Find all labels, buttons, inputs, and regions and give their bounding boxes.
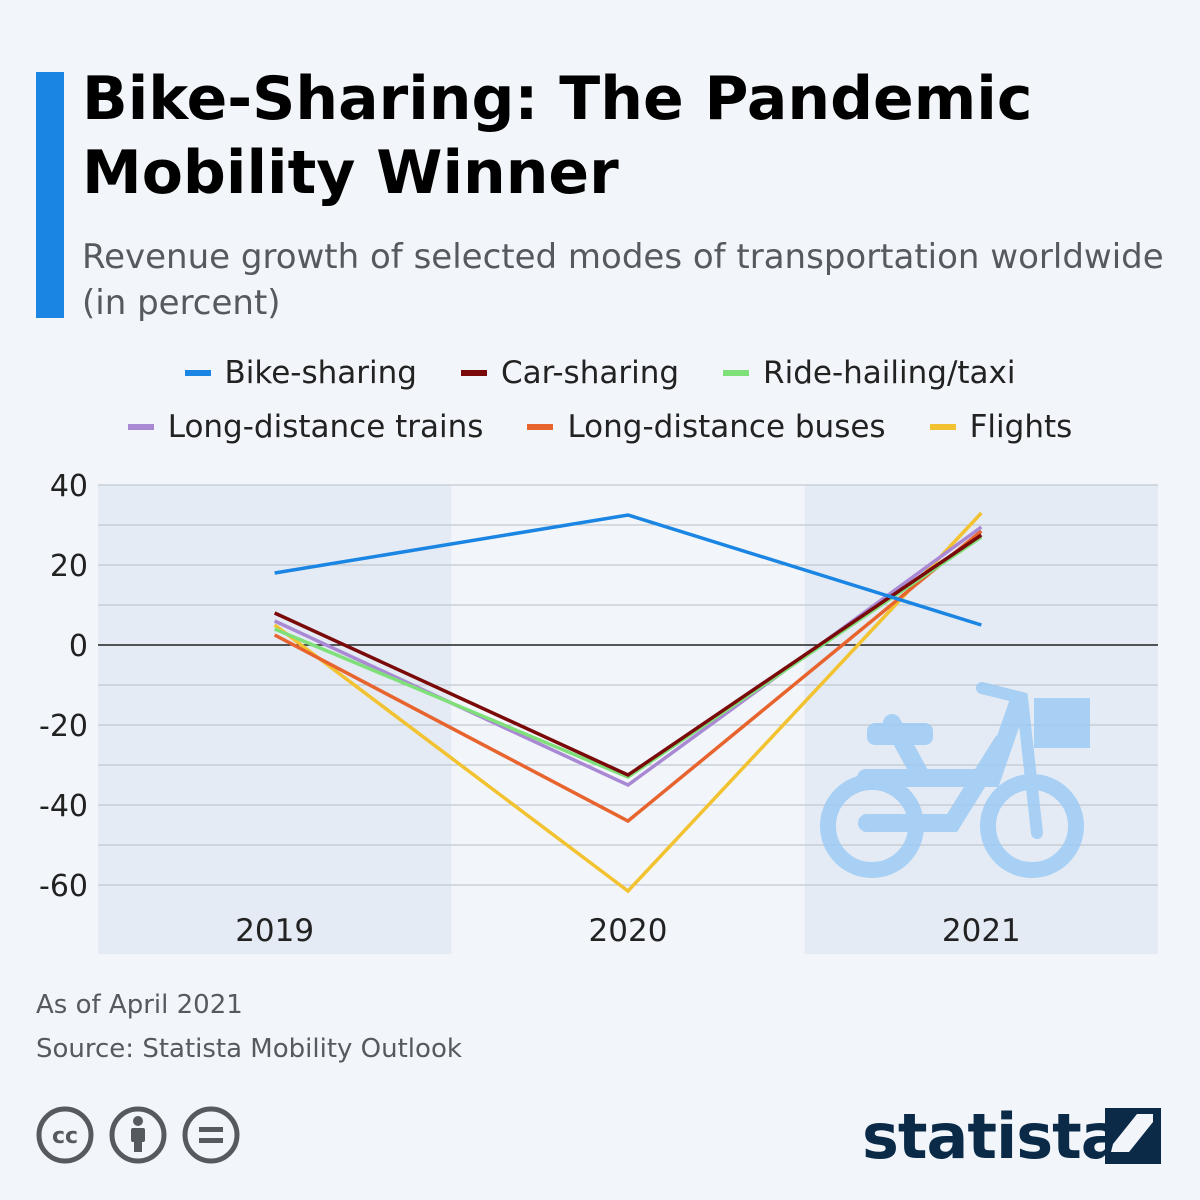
cc-icon[interactable]: cc <box>36 1106 94 1164</box>
line-chart: 40 20 0 -20 -40 -60 2019 2020 2021 <box>39 469 1158 954</box>
legend-swatch <box>723 370 750 376</box>
legend-label: Long-distance buses <box>567 409 886 445</box>
y-tick-label: 40 <box>50 469 88 504</box>
chart-subtitle: Revenue growth of selected modes of tran… <box>82 237 1164 323</box>
y-tick-label: 0 <box>69 629 88 664</box>
legend-swatch <box>460 370 487 376</box>
series-line <box>273 529 983 824</box>
y-tick-label: 20 <box>50 549 88 584</box>
y-tick-label: -40 <box>39 789 88 824</box>
legend-swatch <box>527 424 554 430</box>
no-derivatives-icon[interactable] <box>182 1106 240 1164</box>
statista-logo-mark-icon <box>1105 1108 1161 1164</box>
legend-item: Long-distance buses <box>527 406 886 448</box>
svg-text:cc: cc <box>52 1124 78 1149</box>
bicycle-icon-part <box>867 723 933 745</box>
legend-swatch <box>929 424 956 430</box>
y-tick-label: -20 <box>39 709 88 744</box>
bicycle-icon-part <box>976 682 1043 839</box>
accent-bar <box>36 72 64 318</box>
y-tick-label: -60 <box>39 869 88 904</box>
column-band <box>98 485 452 954</box>
legend-label: Long-distance trains <box>167 409 484 445</box>
legend: Bike-sharing Car-sharing Ride-hailing/taxi… <box>60 352 1140 448</box>
license-icons: cc <box>36 1106 240 1164</box>
statista-logo[interactable]: statista <box>862 1100 1123 1173</box>
attribution-icon[interactable] <box>109 1106 167 1164</box>
chart-title: Bike-Sharing: The Pandemic Mobility Winn… <box>82 64 1033 208</box>
legend-label: Flights <box>969 409 1073 445</box>
x-tick-label: 2020 <box>589 913 668 949</box>
column-band <box>804 485 1158 954</box>
series-line <box>273 533 983 778</box>
legend-item: Car-sharing <box>460 352 680 394</box>
legend-label: Bike-sharing <box>224 355 417 391</box>
legend-label: Car-sharing <box>500 355 680 391</box>
x-tick-label: 2021 <box>942 913 1021 949</box>
legend-swatch <box>127 424 154 430</box>
series-line <box>273 511 983 894</box>
legend-item: Ride-hailing/taxi <box>723 352 1016 394</box>
legend-swatch <box>184 370 211 376</box>
legend-item: Long-distance trains <box>127 406 484 448</box>
legend-item: Bike-sharing <box>184 352 417 394</box>
footer-source: Source: Statista Mobility Outlook <box>36 1034 462 1064</box>
legend-label: Ride-hailing/taxi <box>763 355 1016 391</box>
footer-note: As of April 2021 <box>36 990 243 1020</box>
series-line <box>274 513 982 627</box>
x-tick-label: 2019 <box>235 913 314 949</box>
legend-item: Flights <box>929 406 1073 448</box>
bicycle-icon <box>820 682 1090 878</box>
bicycle-icon-part <box>1034 698 1090 748</box>
